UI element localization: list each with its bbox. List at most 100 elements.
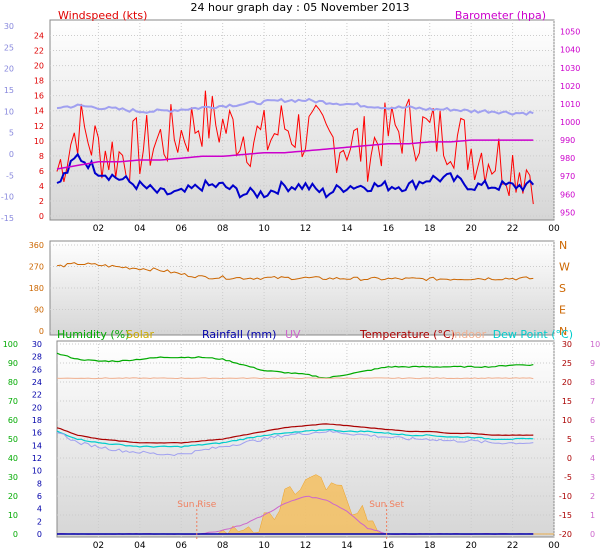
temperature-tick: 30 [562,340,572,349]
temperature-tick: 20 [562,378,572,387]
windspeed-tick: 24 [34,32,44,41]
rainfall-tick: 12 [32,454,42,463]
wind-x-tick: 22 [507,224,518,234]
wind-panel-series [56,90,535,205]
compass-label: E [559,304,566,317]
rainfall-tick: 18 [32,416,42,425]
dew-point-line [56,428,534,448]
compass-label: S [559,282,566,295]
temp-x-tick: 00 [548,541,560,551]
wind-x-tick: 00 [548,224,560,234]
temp-panel-x-ticks: 02 04 06 08 10 12 14 16 18 20 22 00 [93,541,560,551]
rainfall-tick: 2 [37,517,42,526]
rainfall-tick: 8 [37,479,42,488]
sun-set-label: Sun Set [369,500,404,510]
humidity-tick: 50 [8,435,18,444]
outer-temp-tick: 30 [4,22,14,31]
windspeed-tick: 22 [34,47,44,56]
outer-temp-tick: -5 [6,171,14,180]
humidity-tick: 60 [8,416,18,425]
wind-x-tick: 06 [176,224,188,234]
compass-label: N [559,325,567,338]
windspeed-tick: 4 [39,182,44,191]
compass-label: W [559,261,570,274]
rainfall-label: Rainfall (mm) [202,328,276,341]
rainfall-tick: 16 [32,429,42,438]
temperature-tick: 5 [567,435,572,444]
barometer-line [56,139,534,170]
outer-temp-tick: 25 [4,43,14,52]
windspeed-tick: 8 [39,152,44,161]
temperature-tick: 0 [567,454,572,463]
barometer-tick: 950 [560,208,575,217]
humidity-tick: 20 [8,492,18,501]
outer-temp-tick: 10 [4,107,14,116]
temp-x-tick: 14 [341,541,353,551]
barometer-tick: 1000 [560,118,580,127]
temperature-tick: -15 [559,511,572,520]
uv-tick: 1 [590,511,595,520]
humidity-label: Humidity (%) [57,328,129,341]
barometer-tick: 990 [560,136,575,145]
uv-tick: 9 [590,359,595,368]
temp-x-tick: 10 [258,541,270,551]
rainfall-tick: 0 [37,530,42,539]
humidity-tick: 0 [13,530,18,539]
temperature-ticks: 30 25 20 15 10 5 0 -5 -10 -15 -20 [559,340,572,539]
windspeed-tick: 18 [34,77,44,86]
windspeed-tick: 16 [34,92,44,101]
direction-degree-tick: 180 [29,284,44,293]
barometer-tick: 1030 [560,64,580,73]
humidity-line [56,352,534,379]
wind-x-tick: 08 [217,224,229,234]
temperature-tick: 25 [562,359,572,368]
uv-tick: 10 [590,340,600,349]
wind-x-tick: 20 [465,224,477,234]
temp-panel-grid [57,341,555,537]
humidity-tick: 30 [8,473,18,482]
apparent-temp-line [56,429,534,457]
temp-humidity-panel: Humidity (%) Solar Rainfall (mm) UV Temp… [3,328,600,551]
rainfall-tick: 6 [37,492,42,501]
windspeed-tick: 12 [34,122,44,131]
humidity-tick: 90 [8,359,18,368]
windspeed-tick: 10 [34,137,44,146]
wind-x-tick: 16 [383,224,395,234]
humidity-tick: 70 [8,397,18,406]
direction-panel-series [56,262,534,282]
uv-tick: 4 [590,454,595,463]
barometer-tick: 1050 [560,28,580,37]
indoor-label: Indoor [451,328,487,341]
outer-temp-tick: -10 [1,193,14,202]
solar-label: Solar [126,328,155,341]
outer-temp-tick: 15 [4,86,14,95]
barometer-tick: 1010 [560,100,580,109]
outer-temp-tick: 5 [9,129,14,138]
direction-degree-tick: 270 [29,263,44,272]
temperature-tick: 10 [562,416,572,425]
temp-x-tick: 20 [465,541,477,551]
graph-title: 24 hour graph day : 05 November 2013 [190,1,409,14]
wind-x-tick: 04 [134,224,146,234]
rainfall-tick: 30 [32,340,42,349]
wind-gust-line [56,90,534,205]
outer-temp-tick: 20 [4,65,14,74]
barometer-tick: 960 [560,190,575,199]
barometer-axis-label: Barometer (hpa) [455,9,546,22]
wind-direction-line [56,262,534,282]
compass-label: N [559,239,567,252]
temp-x-tick: 08 [217,541,229,551]
windspeed-tick: 14 [34,107,44,116]
humidity-tick: 40 [8,454,18,463]
outer-temp-tick: 0 [9,150,14,159]
humidity-tick: 10 [8,511,18,520]
sun-rise-label: Sun Rise [177,500,216,510]
barometer-tick: 1020 [560,82,580,91]
temperature-tick: -5 [564,473,572,482]
